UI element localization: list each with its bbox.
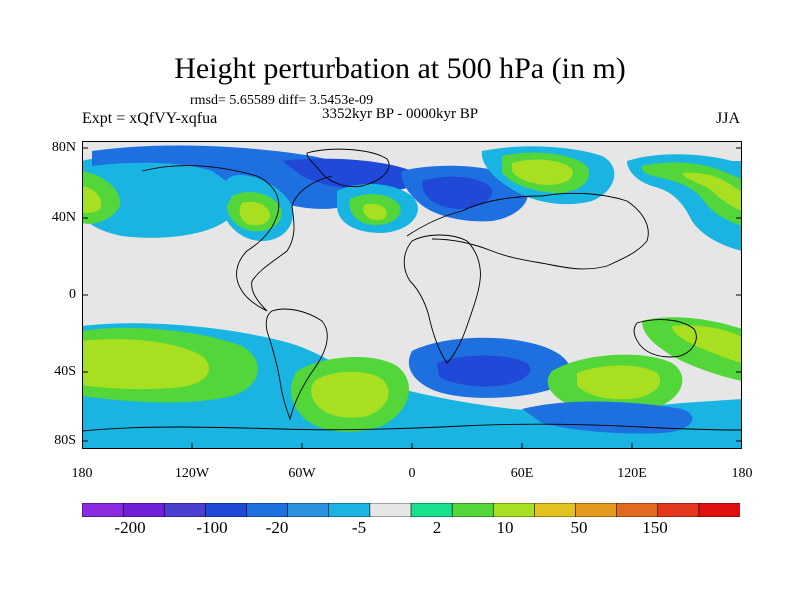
contour-antarctic-blue bbox=[522, 401, 693, 434]
colorbar-label: 10 bbox=[496, 518, 514, 537]
colorbar-swatch bbox=[122, 503, 166, 517]
colorbar-swatch bbox=[82, 503, 124, 517]
lon-tick-label: 60W bbox=[288, 466, 316, 481]
colorbar-label: -20 bbox=[265, 518, 289, 537]
colorbar-swatch bbox=[410, 503, 453, 517]
experiment-label: Expt = xQfVY-xqfua bbox=[82, 110, 218, 127]
contour-swpacific-yellow bbox=[672, 325, 742, 363]
coastline-greenland bbox=[306, 148, 390, 188]
contour-nwpacific-yellow bbox=[682, 172, 742, 211]
colorbar-swatch bbox=[616, 503, 659, 517]
contour-europe-dark-blue bbox=[422, 176, 493, 209]
coastline-south-america bbox=[265, 308, 328, 421]
colorbar-label: -5 bbox=[351, 518, 367, 537]
colorbar bbox=[82, 503, 740, 517]
lon-tick-label: 120W bbox=[174, 466, 210, 481]
contour-sh-pacific-yellow bbox=[82, 339, 210, 390]
coastline-north-america bbox=[141, 165, 333, 312]
lat-tick-label: 40S bbox=[54, 364, 76, 379]
lon-tick-label: 0 bbox=[408, 466, 416, 481]
colorbar-swatch bbox=[205, 503, 248, 517]
colorbar-swatch bbox=[698, 503, 740, 517]
colorbar-label: 150 bbox=[642, 518, 668, 537]
colorbar-swatch bbox=[575, 503, 618, 517]
coastlines bbox=[82, 148, 742, 432]
colorbar-swatch bbox=[657, 503, 700, 517]
colorbar-swatch bbox=[451, 503, 495, 517]
colorbar-swatch bbox=[492, 503, 536, 517]
coastline-australia bbox=[633, 319, 697, 358]
colorbar-swatch bbox=[369, 503, 412, 517]
colorbar-label: -100 bbox=[196, 518, 228, 537]
lon-tick-label: 60E bbox=[510, 466, 534, 481]
lat-tick-label: 80N bbox=[51, 140, 76, 155]
season-label: JJA bbox=[715, 110, 740, 127]
map-plot bbox=[82, 141, 742, 449]
lat-tick-label: 40N bbox=[51, 210, 76, 225]
lon-tick-label: 180 bbox=[71, 466, 93, 481]
plot-title: Height perturbation at 500 hPa (in m) bbox=[174, 52, 626, 85]
colorbar-label: 2 bbox=[432, 518, 442, 537]
contour-sh-east-yellow bbox=[577, 365, 661, 400]
lon-tick-label: 120E bbox=[617, 466, 647, 481]
contour-nh-pacific-yellow bbox=[82, 186, 102, 213]
contour-sh-atlantic-yellow bbox=[311, 371, 389, 418]
contour-atlantic-yellow bbox=[363, 203, 387, 221]
contour-nh-pacific-cyan bbox=[82, 155, 236, 238]
lat-tick-label: 80S bbox=[54, 433, 76, 448]
tick-marks bbox=[82, 147, 742, 449]
lon-tick-label: 180 bbox=[731, 466, 753, 481]
colorbar-label: 50 bbox=[570, 518, 588, 537]
colorbar-swatch bbox=[246, 503, 289, 517]
colorbar-swatch bbox=[287, 503, 330, 517]
colorbar-label: -200 bbox=[114, 518, 146, 537]
contour-sh-indian-dark-blue bbox=[437, 355, 531, 387]
colorbar-swatch bbox=[163, 503, 207, 517]
contour-siberia-yellow bbox=[512, 159, 573, 185]
lat-tick-label: 0 bbox=[69, 287, 76, 302]
coastline-antarctica bbox=[82, 423, 742, 432]
colorbar-swatch bbox=[534, 503, 577, 517]
coastline-eurasia bbox=[406, 192, 649, 270]
rmsd-stats: rmsd= 5.65589 diff= 3.5453e-09 bbox=[190, 93, 374, 108]
period-label: 3352kyr BP - 0000kyr BP bbox=[322, 106, 479, 122]
colorbar-swatch bbox=[328, 503, 371, 517]
contour-na-yellow bbox=[239, 201, 270, 226]
